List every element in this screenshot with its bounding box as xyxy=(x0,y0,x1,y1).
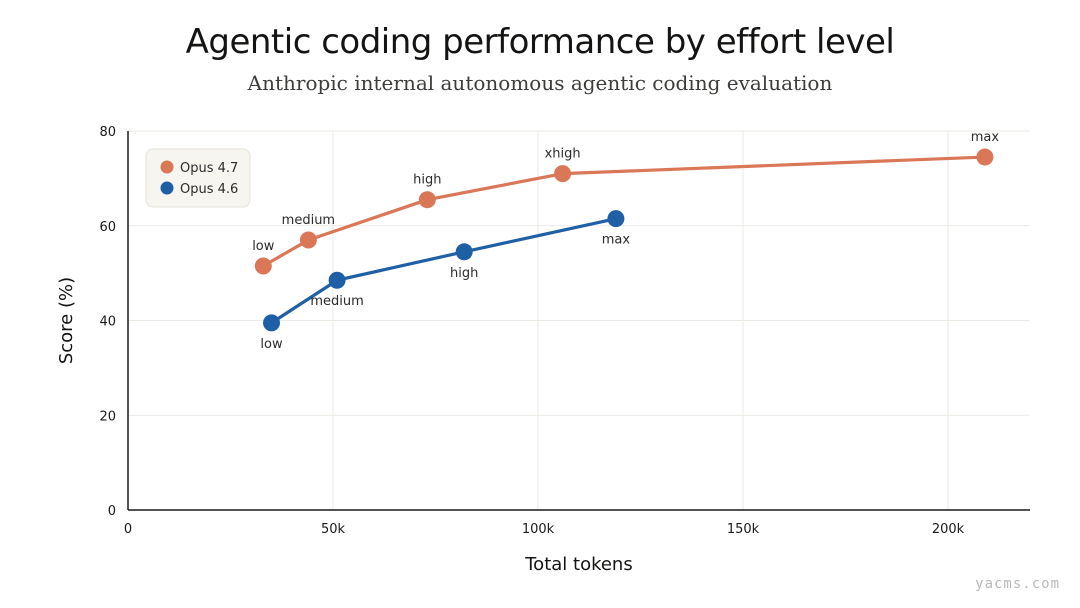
data-point xyxy=(607,210,625,228)
data-point xyxy=(455,243,473,261)
legend-box xyxy=(145,148,251,208)
legend-label: Opus 4.7 xyxy=(180,161,238,176)
x-axis-title: Total tokens xyxy=(524,554,632,575)
x-tick-label: 150k xyxy=(727,522,760,537)
legend: Opus 4.7 Opus 4.6 xyxy=(145,148,251,208)
point-label: high xyxy=(450,266,478,281)
watermark: yacms.com xyxy=(975,576,1060,592)
point-label: xhigh xyxy=(545,147,581,162)
point-label: low xyxy=(252,239,275,254)
x-tick-label: 200k xyxy=(932,522,965,537)
point-label: medium xyxy=(310,294,363,309)
data-point xyxy=(254,257,272,275)
legend-marker xyxy=(160,160,174,174)
data-point xyxy=(299,231,317,249)
y-tick-label: 0 xyxy=(108,504,116,519)
series-opus-4-6: low medium high max xyxy=(260,210,630,352)
legend-marker xyxy=(160,181,174,195)
series-group: low medium high xhigh max low medium high max xyxy=(252,130,999,352)
point-label: high xyxy=(413,173,441,188)
x-tick-label: 50k xyxy=(321,522,346,537)
point-label: max xyxy=(602,233,631,248)
y-tick-label: 80 xyxy=(99,125,116,140)
data-point xyxy=(976,148,994,166)
y-tick-label: 40 xyxy=(99,315,116,330)
y-axis-title: Score (%) xyxy=(56,277,77,364)
tick-labels: 0 20 40 60 80 0 50k 100k 150k 200k xyxy=(99,125,964,537)
data-point xyxy=(554,165,572,183)
data-point xyxy=(328,271,346,289)
grid-lines xyxy=(128,130,1030,510)
series-line xyxy=(261,155,987,268)
x-tick-label: 100k xyxy=(522,522,555,537)
legend-label: Opus 4.6 xyxy=(180,182,238,197)
chart-title: Agentic coding performance by effort lev… xyxy=(185,22,895,62)
point-label: max xyxy=(971,130,1000,145)
x-tick-label: 0 xyxy=(124,522,132,537)
chart-subtitle: Anthropic internal autonomous agentic co… xyxy=(247,71,833,95)
data-point xyxy=(418,191,436,209)
axes xyxy=(127,131,1030,511)
y-tick-label: 20 xyxy=(99,409,116,424)
series-line xyxy=(269,217,618,325)
series-opus-4-7: low medium high xhigh max xyxy=(252,130,1000,275)
y-tick-label: 60 xyxy=(99,220,116,235)
data-point xyxy=(263,314,280,332)
point-label: medium xyxy=(282,213,335,228)
point-label: low xyxy=(260,337,283,352)
